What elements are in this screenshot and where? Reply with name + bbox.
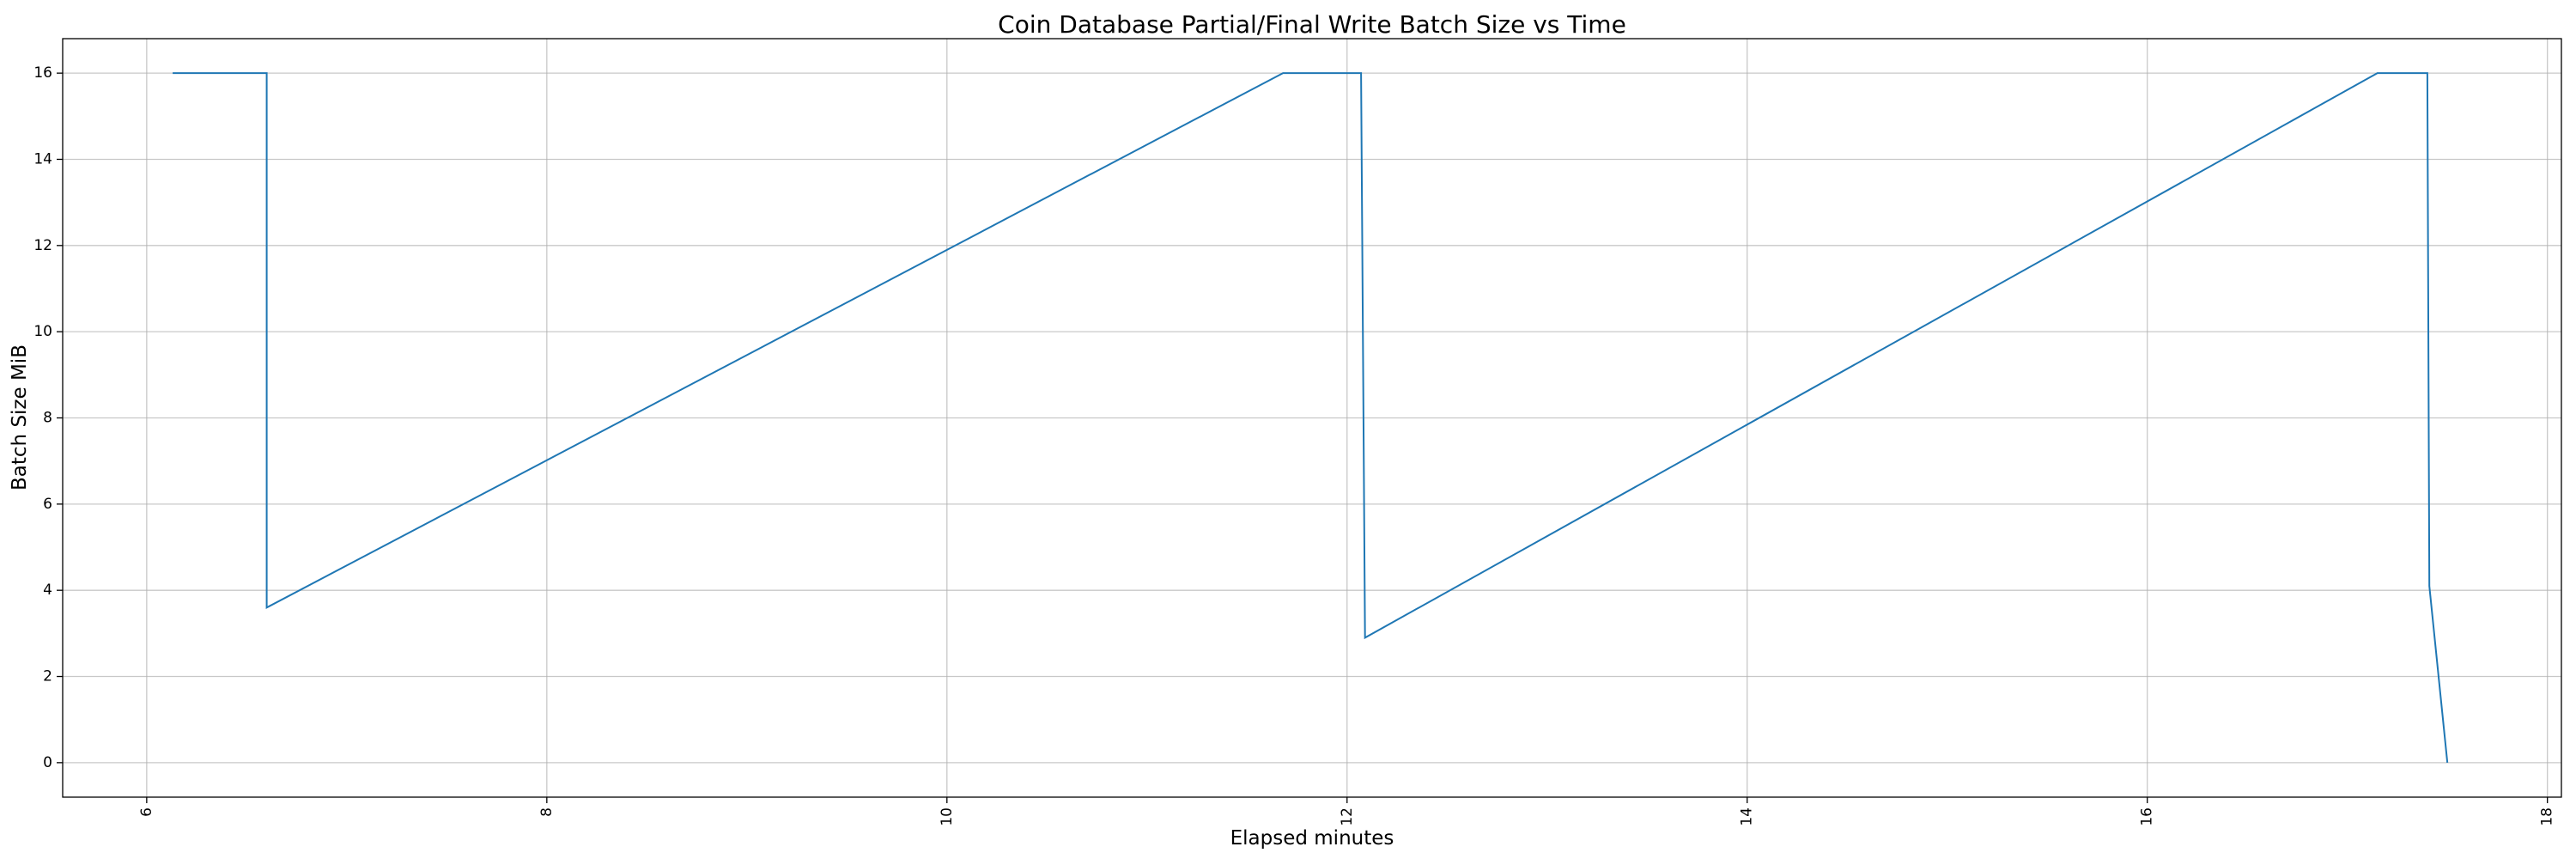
- x-tick-label: 12: [1339, 807, 1356, 826]
- grid: [63, 39, 2561, 797]
- series-layer: [173, 72, 2449, 764]
- x-axis-title: Elapsed minutes: [1230, 827, 1394, 850]
- y-tick-label: 8: [43, 410, 52, 427]
- y-tick-label: 16: [33, 64, 52, 82]
- y-tick-label: 12: [33, 237, 52, 254]
- y-axis-title: Batch Size MiB: [9, 344, 31, 490]
- x-tick-label: 14: [1739, 807, 1756, 826]
- series-line: [173, 72, 2449, 764]
- y-tick-label: 14: [33, 150, 52, 168]
- chart-title: Coin Database Partial/Final Write Batch …: [998, 10, 1626, 39]
- x-tick-label: 10: [939, 807, 956, 826]
- y-tick-label: 4: [43, 582, 52, 599]
- x-tick-label: 6: [138, 807, 155, 817]
- x-tick-label: 8: [538, 807, 556, 817]
- ticks: 6 8 10 12 14 16 18 0 2 4 6 8 10 12 14 16: [33, 64, 2555, 826]
- y-tick-label: 6: [43, 496, 52, 513]
- y-tick-label: 10: [33, 323, 52, 340]
- y-tick-label: 2: [43, 668, 52, 685]
- x-tick-label: 16: [2139, 807, 2156, 826]
- x-tick-label: 18: [2539, 807, 2556, 826]
- y-tick-label: 0: [43, 754, 52, 771]
